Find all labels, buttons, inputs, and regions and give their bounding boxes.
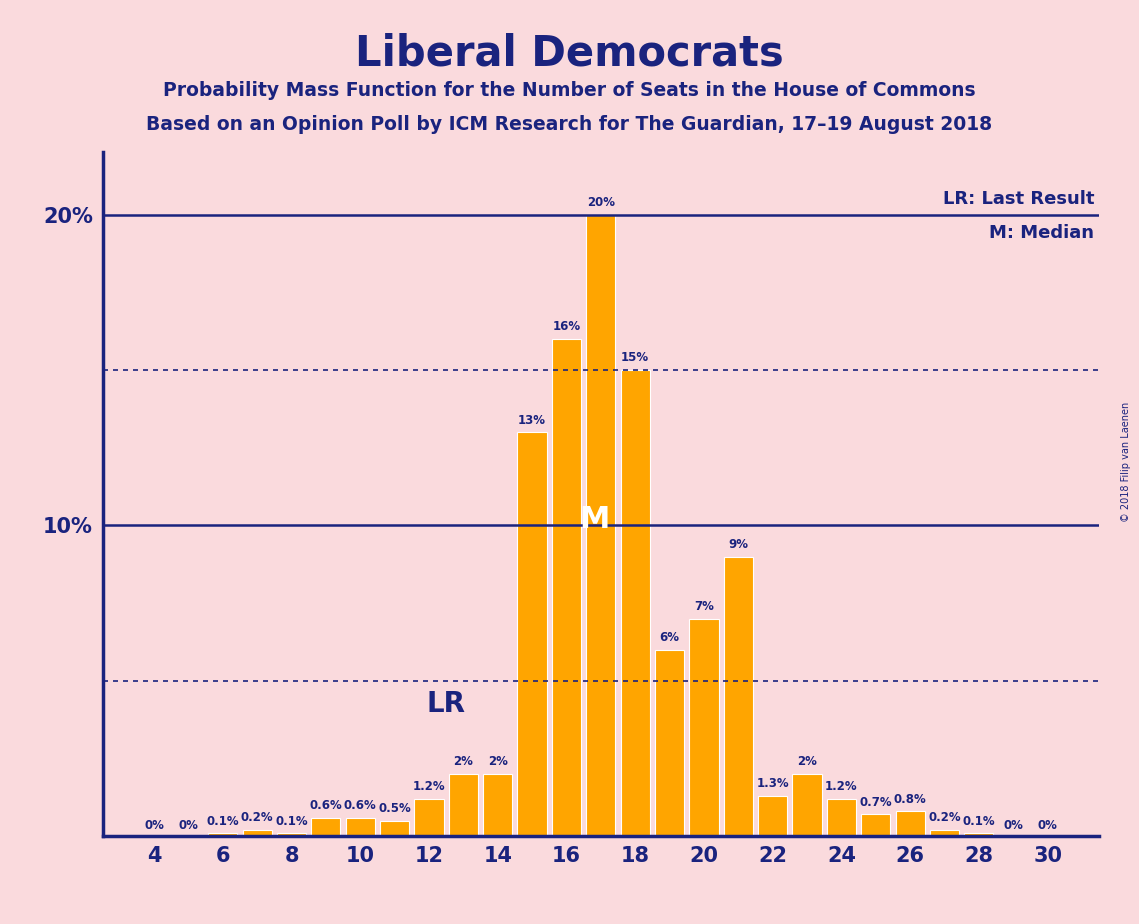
Bar	[929, 830, 959, 836]
Text: Probability Mass Function for the Number of Seats in the House of Commons: Probability Mass Function for the Number…	[163, 81, 976, 101]
Bar	[965, 833, 993, 836]
Text: 0.5%: 0.5%	[378, 802, 411, 815]
Text: 6%: 6%	[659, 631, 680, 644]
Bar	[380, 821, 409, 836]
Bar	[827, 799, 857, 836]
Text: 1.3%: 1.3%	[756, 777, 789, 790]
Bar	[415, 799, 443, 836]
Bar	[621, 370, 649, 836]
Text: M: Median: M: Median	[989, 225, 1095, 242]
Text: 1.2%: 1.2%	[412, 781, 445, 794]
Text: 0.7%: 0.7%	[860, 796, 892, 808]
Text: 7%: 7%	[694, 600, 714, 613]
Bar	[483, 774, 513, 836]
Bar	[793, 774, 821, 836]
Text: 0%: 0%	[145, 819, 164, 832]
Text: 0.2%: 0.2%	[240, 811, 273, 824]
Text: 2%: 2%	[453, 756, 474, 769]
Text: 9%: 9%	[728, 538, 748, 551]
Bar	[449, 774, 478, 836]
Text: 0.6%: 0.6%	[344, 799, 377, 812]
Text: LR: LR	[427, 690, 466, 718]
Text: 0%: 0%	[179, 819, 198, 832]
Bar	[345, 818, 375, 836]
Bar	[517, 432, 547, 836]
Bar	[895, 811, 925, 836]
Bar	[759, 796, 787, 836]
Text: 1.2%: 1.2%	[825, 781, 858, 794]
Bar	[655, 650, 685, 836]
Text: Based on an Opinion Poll by ICM Research for The Guardian, 17–19 August 2018: Based on an Opinion Poll by ICM Research…	[147, 116, 992, 135]
Bar	[243, 830, 272, 836]
Text: 0.2%: 0.2%	[928, 811, 961, 824]
Text: 0%: 0%	[1003, 819, 1023, 832]
Text: 15%: 15%	[621, 351, 649, 364]
Bar	[587, 214, 615, 836]
Text: M: M	[579, 505, 609, 534]
Bar	[861, 814, 891, 836]
Text: 2%: 2%	[797, 756, 817, 769]
Text: © 2018 Filip van Laenen: © 2018 Filip van Laenen	[1121, 402, 1131, 522]
Text: 0.8%: 0.8%	[894, 793, 926, 806]
Text: Liberal Democrats: Liberal Democrats	[355, 32, 784, 74]
Bar	[689, 619, 719, 836]
Text: 16%: 16%	[552, 321, 581, 334]
Text: 0.1%: 0.1%	[206, 815, 239, 828]
Text: 0.6%: 0.6%	[310, 799, 342, 812]
Bar	[311, 818, 341, 836]
Bar	[723, 556, 753, 836]
Text: 20%: 20%	[587, 196, 615, 209]
Text: 0.1%: 0.1%	[962, 815, 995, 828]
Bar	[277, 833, 306, 836]
Text: LR: Last Result: LR: Last Result	[943, 190, 1095, 208]
Text: 2%: 2%	[487, 756, 508, 769]
Bar	[552, 339, 581, 836]
Text: 13%: 13%	[518, 414, 546, 427]
Text: 0.1%: 0.1%	[276, 815, 308, 828]
Text: 0%: 0%	[1038, 819, 1057, 832]
Bar	[208, 833, 237, 836]
